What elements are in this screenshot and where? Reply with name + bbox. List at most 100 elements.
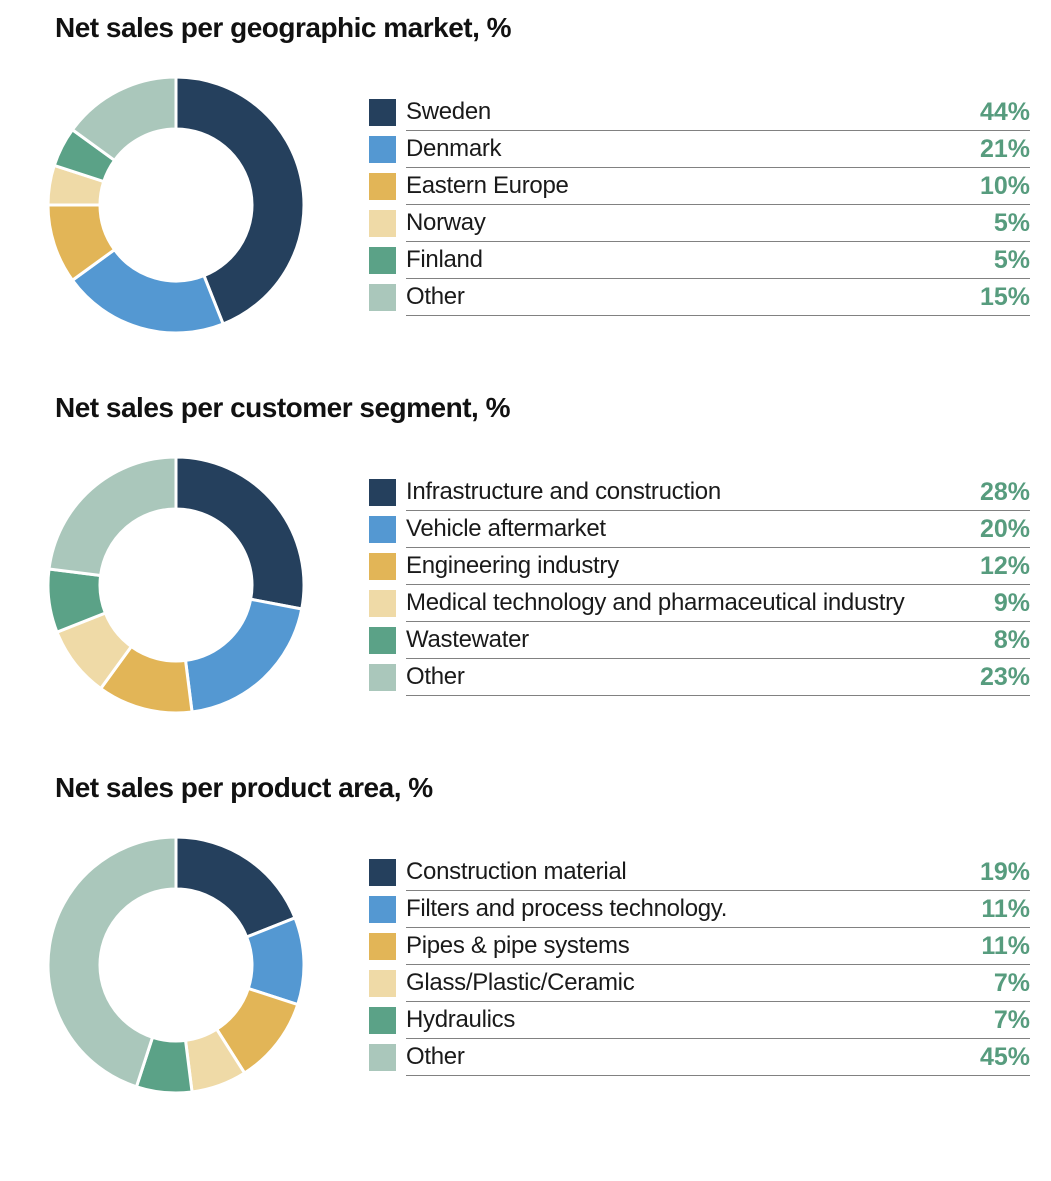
legend-row-norway: Norway 5% [369,205,1030,242]
legend-swatch-hydraulics [369,1007,396,1034]
donut-chart-geographic-market [46,75,306,335]
legend-row-inner: Infrastructure and construction 28% [406,474,1030,511]
legend-percent: 20% [979,514,1030,543]
donut-slice-vehicle-aftermarket [183,597,304,714]
legend-percent: 8% [993,625,1030,654]
legend-row-inner: Other 23% [406,659,1030,696]
legend-row-engineering-industry: Engineering industry 12% [369,548,1030,585]
legend-label: Other [406,1043,465,1070]
legend-swatch-other [369,664,396,691]
donut-slice-other [46,835,178,1089]
legend-geographic-market: Sweden 44% Denmark 21% Eastern Europe 10% Norw… [369,94,1030,316]
legend-label: Construction material [406,858,627,885]
legend-label: Glass/Plastic/Ceramic [406,969,635,996]
legend-percent: 9% [993,588,1030,617]
legend-percent: 28% [979,477,1030,506]
donut-slice-other [70,75,178,163]
legend-label: Denmark [406,135,502,162]
donut-slice-other [47,455,178,578]
chart-title-customer-segment: Net sales per customer segment, % [55,392,511,423]
legend-percent: 7% [993,1005,1030,1034]
legend-row-inner: Construction material 19% [406,854,1030,891]
donut-chart-customer-segment [46,455,306,715]
legend-swatch-norway [369,210,396,237]
legend-swatch-pipes-pipe-systems [369,933,396,960]
legend-percent: 10% [979,171,1030,200]
legend-label: Engineering industry [406,552,619,579]
section-geographic-market: Net sales per geographic market, % Swede… [0,8,1051,336]
legend-percent: 12% [979,551,1030,580]
net-sales-charts-page: Net sales per geographic market, % Swede… [0,8,1051,1096]
legend-row-hydraulics: Hydraulics 7% [369,1002,1030,1039]
legend-label: Filters and process technology. [406,895,728,922]
chart-row: Sweden 44% Denmark 21% Eastern Europe 10% Norw… [45,74,1051,336]
legend-row-vehicle-aftermarket: Vehicle aftermarket 20% [369,511,1030,548]
legend-label: Wastewater [406,626,529,653]
legend-customer-segment: Infrastructure and construction 28% Vehicl… [369,474,1030,696]
legend-row-pipes-pipe-systems: Pipes & pipe systems 11% [369,928,1030,965]
legend-swatch-wastewater [369,627,396,654]
legend-row-inner: Glass/Plastic/Ceramic 7% [406,965,1030,1002]
legend-row-filters-and-process-technology: Filters and process technology. 11% [369,891,1030,928]
legend-percent: 19% [979,857,1030,886]
legend-row-inner: Eastern Europe 10% [406,168,1030,205]
legend-swatch-other [369,284,396,311]
legend-label: Sweden [406,98,491,125]
legend-label: Other [406,283,465,310]
legend-label: Infrastructure and construction [406,478,721,505]
legend-percent: 11% [981,894,1030,923]
legend-row-inner: Finland 5% [406,242,1030,279]
legend-label: Eastern Europe [406,172,569,199]
legend-swatch-glass-plastic-ceramic [369,970,396,997]
legend-label: Medical technology and pharmaceutical in… [406,589,905,616]
legend-product-area: Construction material 19% Filters and proc… [369,854,1030,1076]
legend-row-other: Other 23% [369,659,1030,696]
legend-row-inner: Sweden 44% [406,94,1030,131]
legend-percent: 7% [993,968,1030,997]
legend-swatch-medical-technology-and-pharmaceutical-industry [369,590,396,617]
chart-row: Infrastructure and construction 28% Vehicl… [45,454,1051,716]
legend-swatch-infrastructure-and-construction [369,479,396,506]
legend-row-inner: Hydraulics 7% [406,1002,1030,1039]
chart-title-product-area: Net sales per product area, % [55,772,433,803]
legend-percent: 23% [979,662,1030,691]
legend-percent: 5% [993,208,1030,237]
legend-swatch-engineering-industry [369,553,396,580]
legend-row-construction-material: Construction material 19% [369,854,1030,891]
legend-percent: 45% [979,1042,1030,1071]
legend-swatch-finland [369,247,396,274]
section-customer-segment: Net sales per customer segment, % Infras… [0,388,1051,716]
donut-slice-sweden [174,75,306,326]
legend-label: Norway [406,209,486,236]
legend-swatch-filters-and-process-technology [369,896,396,923]
legend-row-sweden: Sweden 44% [369,94,1030,131]
legend-swatch-other [369,1044,396,1071]
legend-label: Other [406,663,465,690]
legend-row-denmark: Denmark 21% [369,131,1030,168]
legend-row-finland: Finland 5% [369,242,1030,279]
legend-row-eastern-europe: Eastern Europe 10% [369,168,1030,205]
legend-swatch-sweden [369,99,396,126]
legend-row-inner: Denmark 21% [406,131,1030,168]
legend-swatch-eastern-europe [369,173,396,200]
legend-row-other: Other 15% [369,279,1030,316]
donut-chart-product-area [46,835,306,1095]
legend-row-infrastructure-and-construction: Infrastructure and construction 28% [369,474,1030,511]
legend-row-other: Other 45% [369,1039,1030,1076]
legend-row-inner: Wastewater 8% [406,622,1030,659]
legend-row-inner: Engineering industry 12% [406,548,1030,585]
chart-title-geographic-market: Net sales per geographic market, % [55,12,512,43]
legend-row-inner: Vehicle aftermarket 20% [406,511,1030,548]
legend-percent: 5% [993,245,1030,274]
legend-label: Pipes & pipe systems [406,932,630,959]
legend-row-medical-technology-and-pharmaceutical-industry: Medical technology and pharmaceutical in… [369,585,1030,622]
legend-row-inner: Other 15% [406,279,1030,316]
legend-percent: 11% [981,931,1030,960]
donut-slice-infrastructure-and-construction [174,455,306,611]
legend-percent: 44% [979,97,1030,126]
donut-slice-construction-material [174,835,297,939]
legend-row-wastewater: Wastewater 8% [369,622,1030,659]
legend-percent: 15% [979,282,1030,311]
legend-percent: 21% [979,134,1030,163]
legend-row-inner: Medical technology and pharmaceutical in… [406,585,1030,622]
